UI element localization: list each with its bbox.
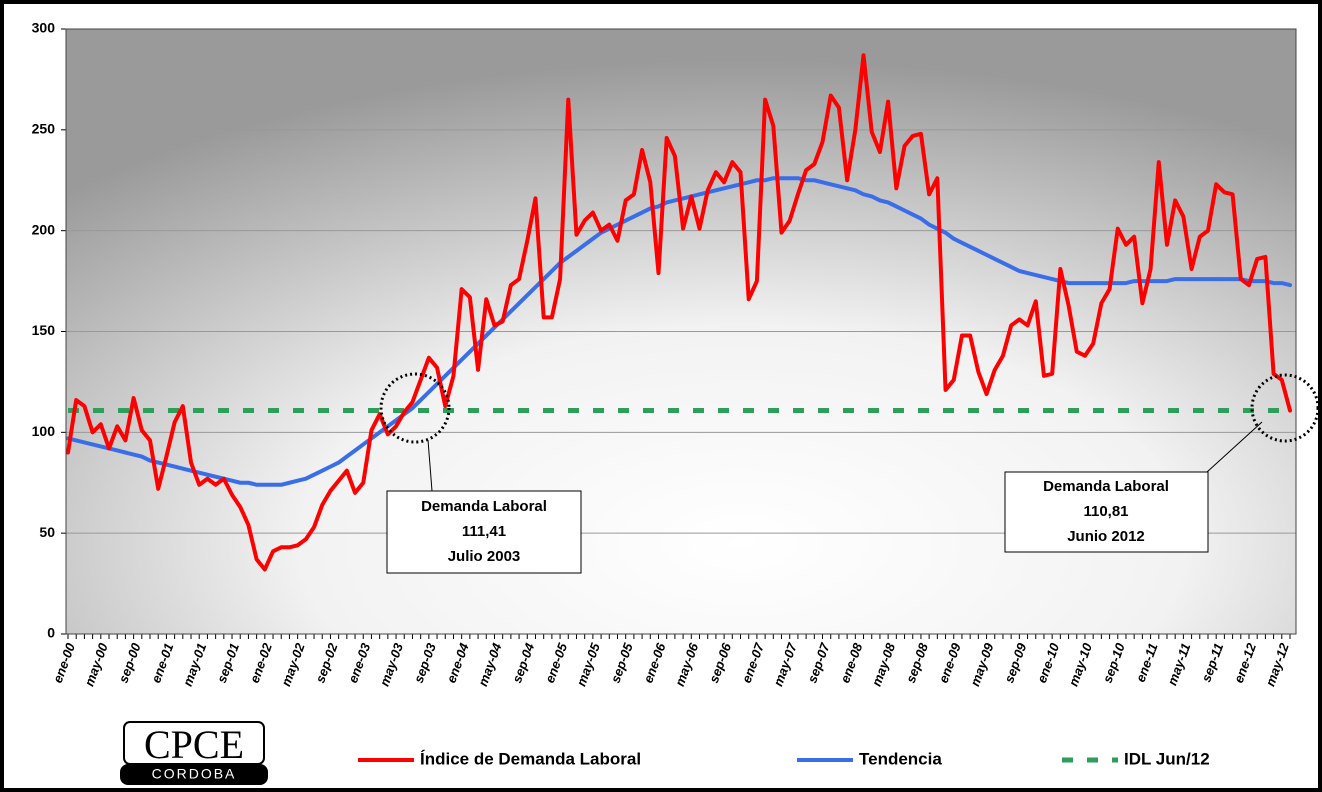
y-tick-label: 200 (32, 221, 56, 237)
legend-label: Tendencia (859, 749, 942, 768)
highlight-circle (1250, 373, 1320, 443)
annotation-text: 111,41 (462, 523, 506, 540)
legend: Índice de Demanda Laboral Tendencia IDL Ju… (358, 749, 1210, 768)
y-tick-label: 250 (32, 121, 56, 137)
y-tick-label: 0 (47, 625, 55, 641)
legend-label: IDL Jun/12 (1124, 749, 1210, 768)
logo-bar (120, 764, 268, 785)
annotation-text: 110,81 (1083, 503, 1128, 520)
logo: CPCE CORDOBA (120, 721, 268, 785)
logo-subtext: CORDOBA (152, 766, 237, 782)
annotation-text: Junio 2012 (1067, 528, 1145, 545)
y-tick-label: 100 (32, 423, 56, 439)
y-tick-label: 150 (32, 322, 56, 338)
plot-border (65, 28, 1297, 635)
highlight-circle (379, 372, 451, 444)
annotation-text: Demanda Laboral (1043, 478, 1169, 495)
logo-text: CPCE (144, 722, 244, 767)
lines (66, 53, 1292, 572)
annotation-text: Demanda Laboral (421, 498, 547, 515)
y-tick-label: 50 (39, 524, 55, 540)
y-tick-label: 300 (32, 20, 56, 36)
series-line (66, 53, 1292, 572)
annotation-box (386, 490, 582, 574)
annotation: Demanda Laboral 110,81 Junio 2012 (1004, 373, 1320, 553)
annotation-text: Julio 2003 (448, 548, 521, 565)
legend-label: Índice de Demanda Laboral (420, 749, 641, 768)
connector (1206, 421, 1263, 473)
connector (427, 439, 433, 492)
annotation: Demanda Laboral 111,41 Julio 2003 (379, 372, 582, 574)
annotation-box (1004, 471, 1209, 553)
